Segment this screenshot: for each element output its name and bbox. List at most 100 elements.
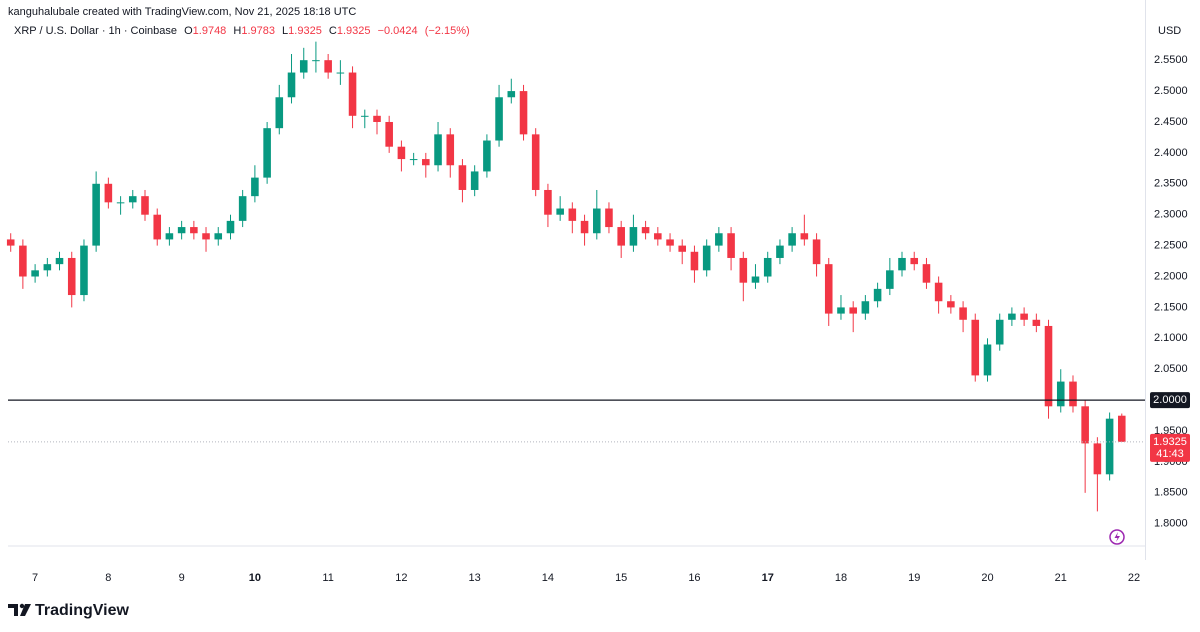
- candle-body: [666, 239, 674, 246]
- candle-body: [556, 208, 564, 215]
- candle-body: [1032, 319, 1041, 326]
- candle-body: [788, 233, 796, 246]
- candle-body: [263, 128, 271, 178]
- candle-body: [458, 165, 467, 190]
- currency: USD: [1158, 25, 1181, 37]
- y-tick-label: 2.1000: [1154, 332, 1188, 344]
- candle-body: [483, 140, 491, 172]
- y-tick-label: 2.5500: [1154, 54, 1188, 66]
- candle-body: [812, 239, 821, 265]
- x-tick-label: 8: [105, 572, 111, 584]
- current-price-label: 1.9325: [1153, 436, 1187, 448]
- candle-body: [104, 183, 113, 203]
- candle-body: [1093, 443, 1102, 475]
- change-percent: (−2.15%): [425, 25, 470, 37]
- ohlc-key: O: [184, 25, 193, 37]
- candle-body: [348, 72, 357, 116]
- x-tick-label: 11: [322, 572, 333, 584]
- candle-body: [580, 220, 589, 234]
- candle-body: [776, 245, 784, 258]
- x-tick-label: 19: [908, 572, 920, 584]
- candle-body: [995, 319, 1004, 345]
- candle-body: [6, 239, 15, 246]
- candle-body: [702, 245, 711, 271]
- candle-body: [739, 257, 748, 283]
- candle-body: [324, 60, 332, 73]
- candle-body: [165, 233, 174, 240]
- y-tick-label: 2.1500: [1154, 301, 1188, 313]
- candle-body: [446, 134, 455, 166]
- candle-body: [80, 245, 88, 296]
- candle-body: [153, 214, 162, 240]
- candle-body: [886, 270, 894, 289]
- candle-body: [470, 171, 479, 190]
- ohlc-key: L: [282, 25, 288, 37]
- countdown: 41:43: [1156, 448, 1184, 460]
- candle-body: [397, 146, 406, 160]
- candle-body: [763, 257, 772, 277]
- alert-icon: [1109, 529, 1125, 545]
- candle-body: [1105, 418, 1114, 475]
- candle-body: [654, 233, 662, 240]
- price-line-label: 2.0000: [1153, 394, 1187, 406]
- candle-body: [898, 257, 906, 271]
- candle-body: [275, 97, 284, 129]
- candle-body: [67, 257, 76, 296]
- x-tick-label: 13: [469, 572, 481, 584]
- candle-body: [226, 220, 235, 234]
- y-tick-label: 2.4500: [1154, 116, 1188, 128]
- candle-body: [861, 301, 870, 314]
- candle-body: [177, 227, 186, 234]
- candle-body: [238, 196, 247, 221]
- candle-body: [568, 208, 577, 221]
- candle-body: [507, 91, 516, 98]
- candle-body: [128, 196, 137, 203]
- x-tick-label: 21: [1055, 572, 1067, 584]
- y-tick-label: 2.3000: [1154, 209, 1188, 221]
- branding-logo: TradingView: [8, 602, 130, 619]
- y-tick-label: 2.2000: [1154, 270, 1188, 282]
- y-tick-label: 2.0500: [1154, 363, 1188, 375]
- ohlc-key: H: [233, 25, 241, 37]
- candle-body: [202, 233, 210, 240]
- x-tick-label: 9: [179, 572, 185, 584]
- x-tick-label: 12: [395, 572, 407, 584]
- candle-body: [434, 134, 442, 166]
- y-tick-label: 1.8500: [1154, 487, 1188, 499]
- candle-body: [1056, 381, 1065, 407]
- candle-body: [287, 72, 296, 98]
- branding-text: TradingView: [35, 602, 130, 619]
- ohlc-value: 1.9748: [193, 25, 227, 37]
- candle-body: [800, 233, 809, 240]
- plot-area: [6, 41, 1126, 512]
- candle-body: [837, 307, 845, 314]
- x-tick-label: 17: [762, 572, 774, 584]
- candle-body: [751, 276, 760, 283]
- candle-body: [92, 183, 100, 246]
- change: −0.0424: [378, 25, 418, 37]
- candle-body: [1081, 406, 1089, 444]
- candle-body: [617, 227, 625, 246]
- x-tick-label: 20: [981, 572, 993, 584]
- candle-body: [849, 307, 857, 314]
- candle-body: [971, 319, 980, 376]
- candle-body: [947, 301, 955, 308]
- symbol-title: XRP / U.S. Dollar · 1h · Coinbase: [14, 25, 177, 37]
- candle-body: [593, 208, 601, 234]
- candle-body: [727, 233, 735, 258]
- attribution: kanguhalubale created with TradingView.c…: [8, 6, 356, 18]
- candle-body: [1008, 313, 1016, 320]
- x-tick-label: 7: [32, 572, 38, 584]
- candle-body: [531, 134, 540, 190]
- y-tick-label: 1.8000: [1154, 518, 1188, 530]
- symbol-header: XRP / U.S. Dollar · 1h · Coinbase O1.974…: [14, 25, 470, 37]
- candle-body: [1020, 313, 1028, 320]
- current-price-box: [1150, 433, 1190, 462]
- candle-body: [715, 233, 723, 246]
- ohlc-key: C: [329, 25, 337, 37]
- x-tick-label: 18: [835, 572, 847, 584]
- candle-body: [19, 245, 27, 277]
- candle-body: [251, 177, 259, 197]
- candle-body: [385, 121, 393, 147]
